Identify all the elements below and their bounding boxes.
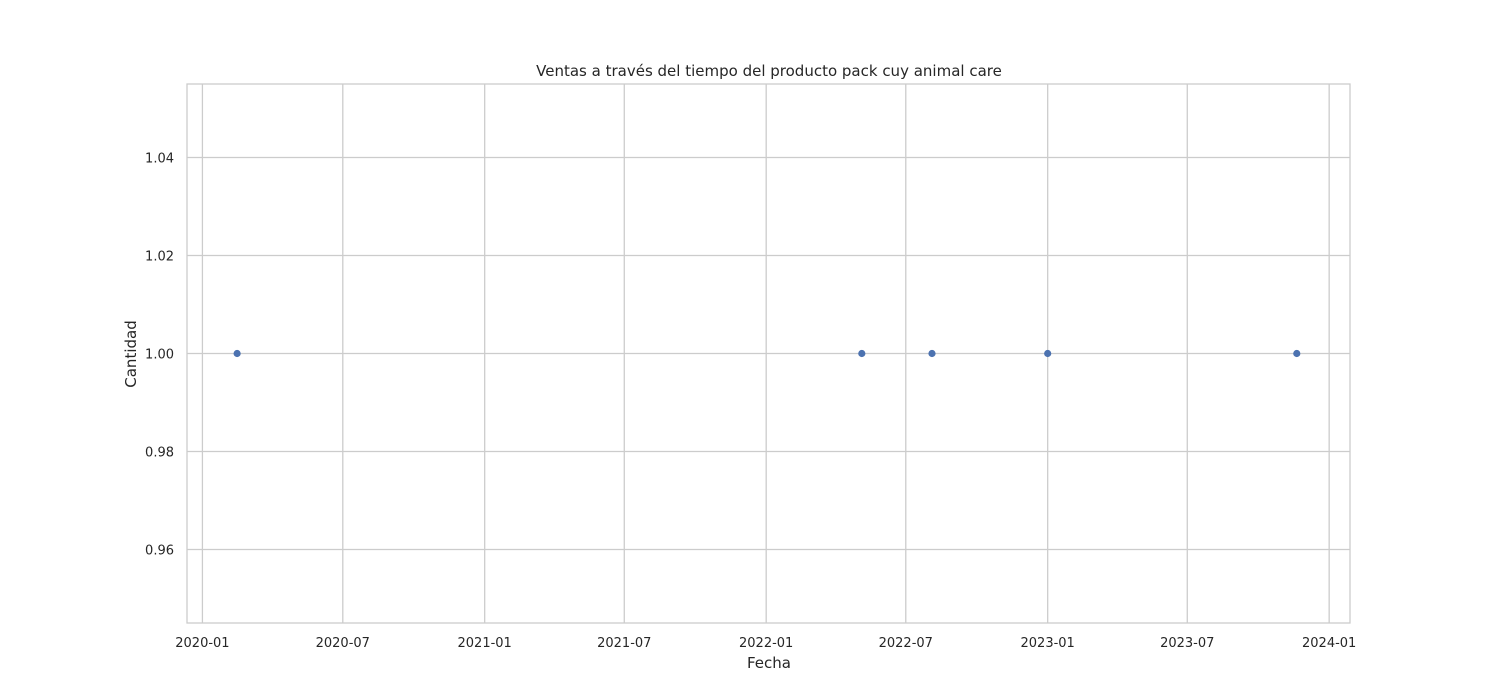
x-tick-label: 2022-01 (739, 636, 793, 651)
data-points (233, 349, 1301, 358)
y-tick-label: 1.02 (145, 250, 174, 265)
x-tick-label: 2024-01 (1302, 636, 1356, 651)
x-tick-label: 2021-07 (597, 636, 651, 651)
x-axis-ticks: 2020-01 2020-07 2021-01 2021-07 2022-01 2022-… (175, 636, 1356, 651)
chart-title: Ventas a través del tiempo del producto … (536, 62, 1002, 80)
y-tick-label: 0.96 (145, 544, 174, 559)
x-axis-label: Fecha (747, 654, 791, 672)
x-tick-label: 2023-01 (1021, 636, 1075, 651)
y-tick-label: 0.98 (145, 446, 174, 461)
x-tick-label: 2022-07 (879, 636, 933, 651)
data-point (1044, 349, 1052, 358)
grid-lines (187, 84, 1350, 623)
x-tick-label: 2020-01 (175, 636, 229, 651)
data-point (1293, 349, 1301, 358)
y-tick-label: 1.04 (145, 152, 174, 167)
x-tick-label: 2020-07 (316, 636, 370, 651)
x-tick-label: 2021-01 (458, 636, 512, 651)
x-tick-label: 2023-07 (1160, 636, 1214, 651)
y-axis-ticks: 0.96 0.98 1.00 1.02 1.04 (145, 152, 174, 559)
data-point (858, 349, 866, 358)
data-point (233, 349, 241, 358)
data-point (928, 349, 936, 358)
plot-area-frame (186, 83, 1351, 624)
y-axis-label: Cantidad (122, 320, 140, 387)
y-tick-label: 1.00 (145, 348, 174, 363)
